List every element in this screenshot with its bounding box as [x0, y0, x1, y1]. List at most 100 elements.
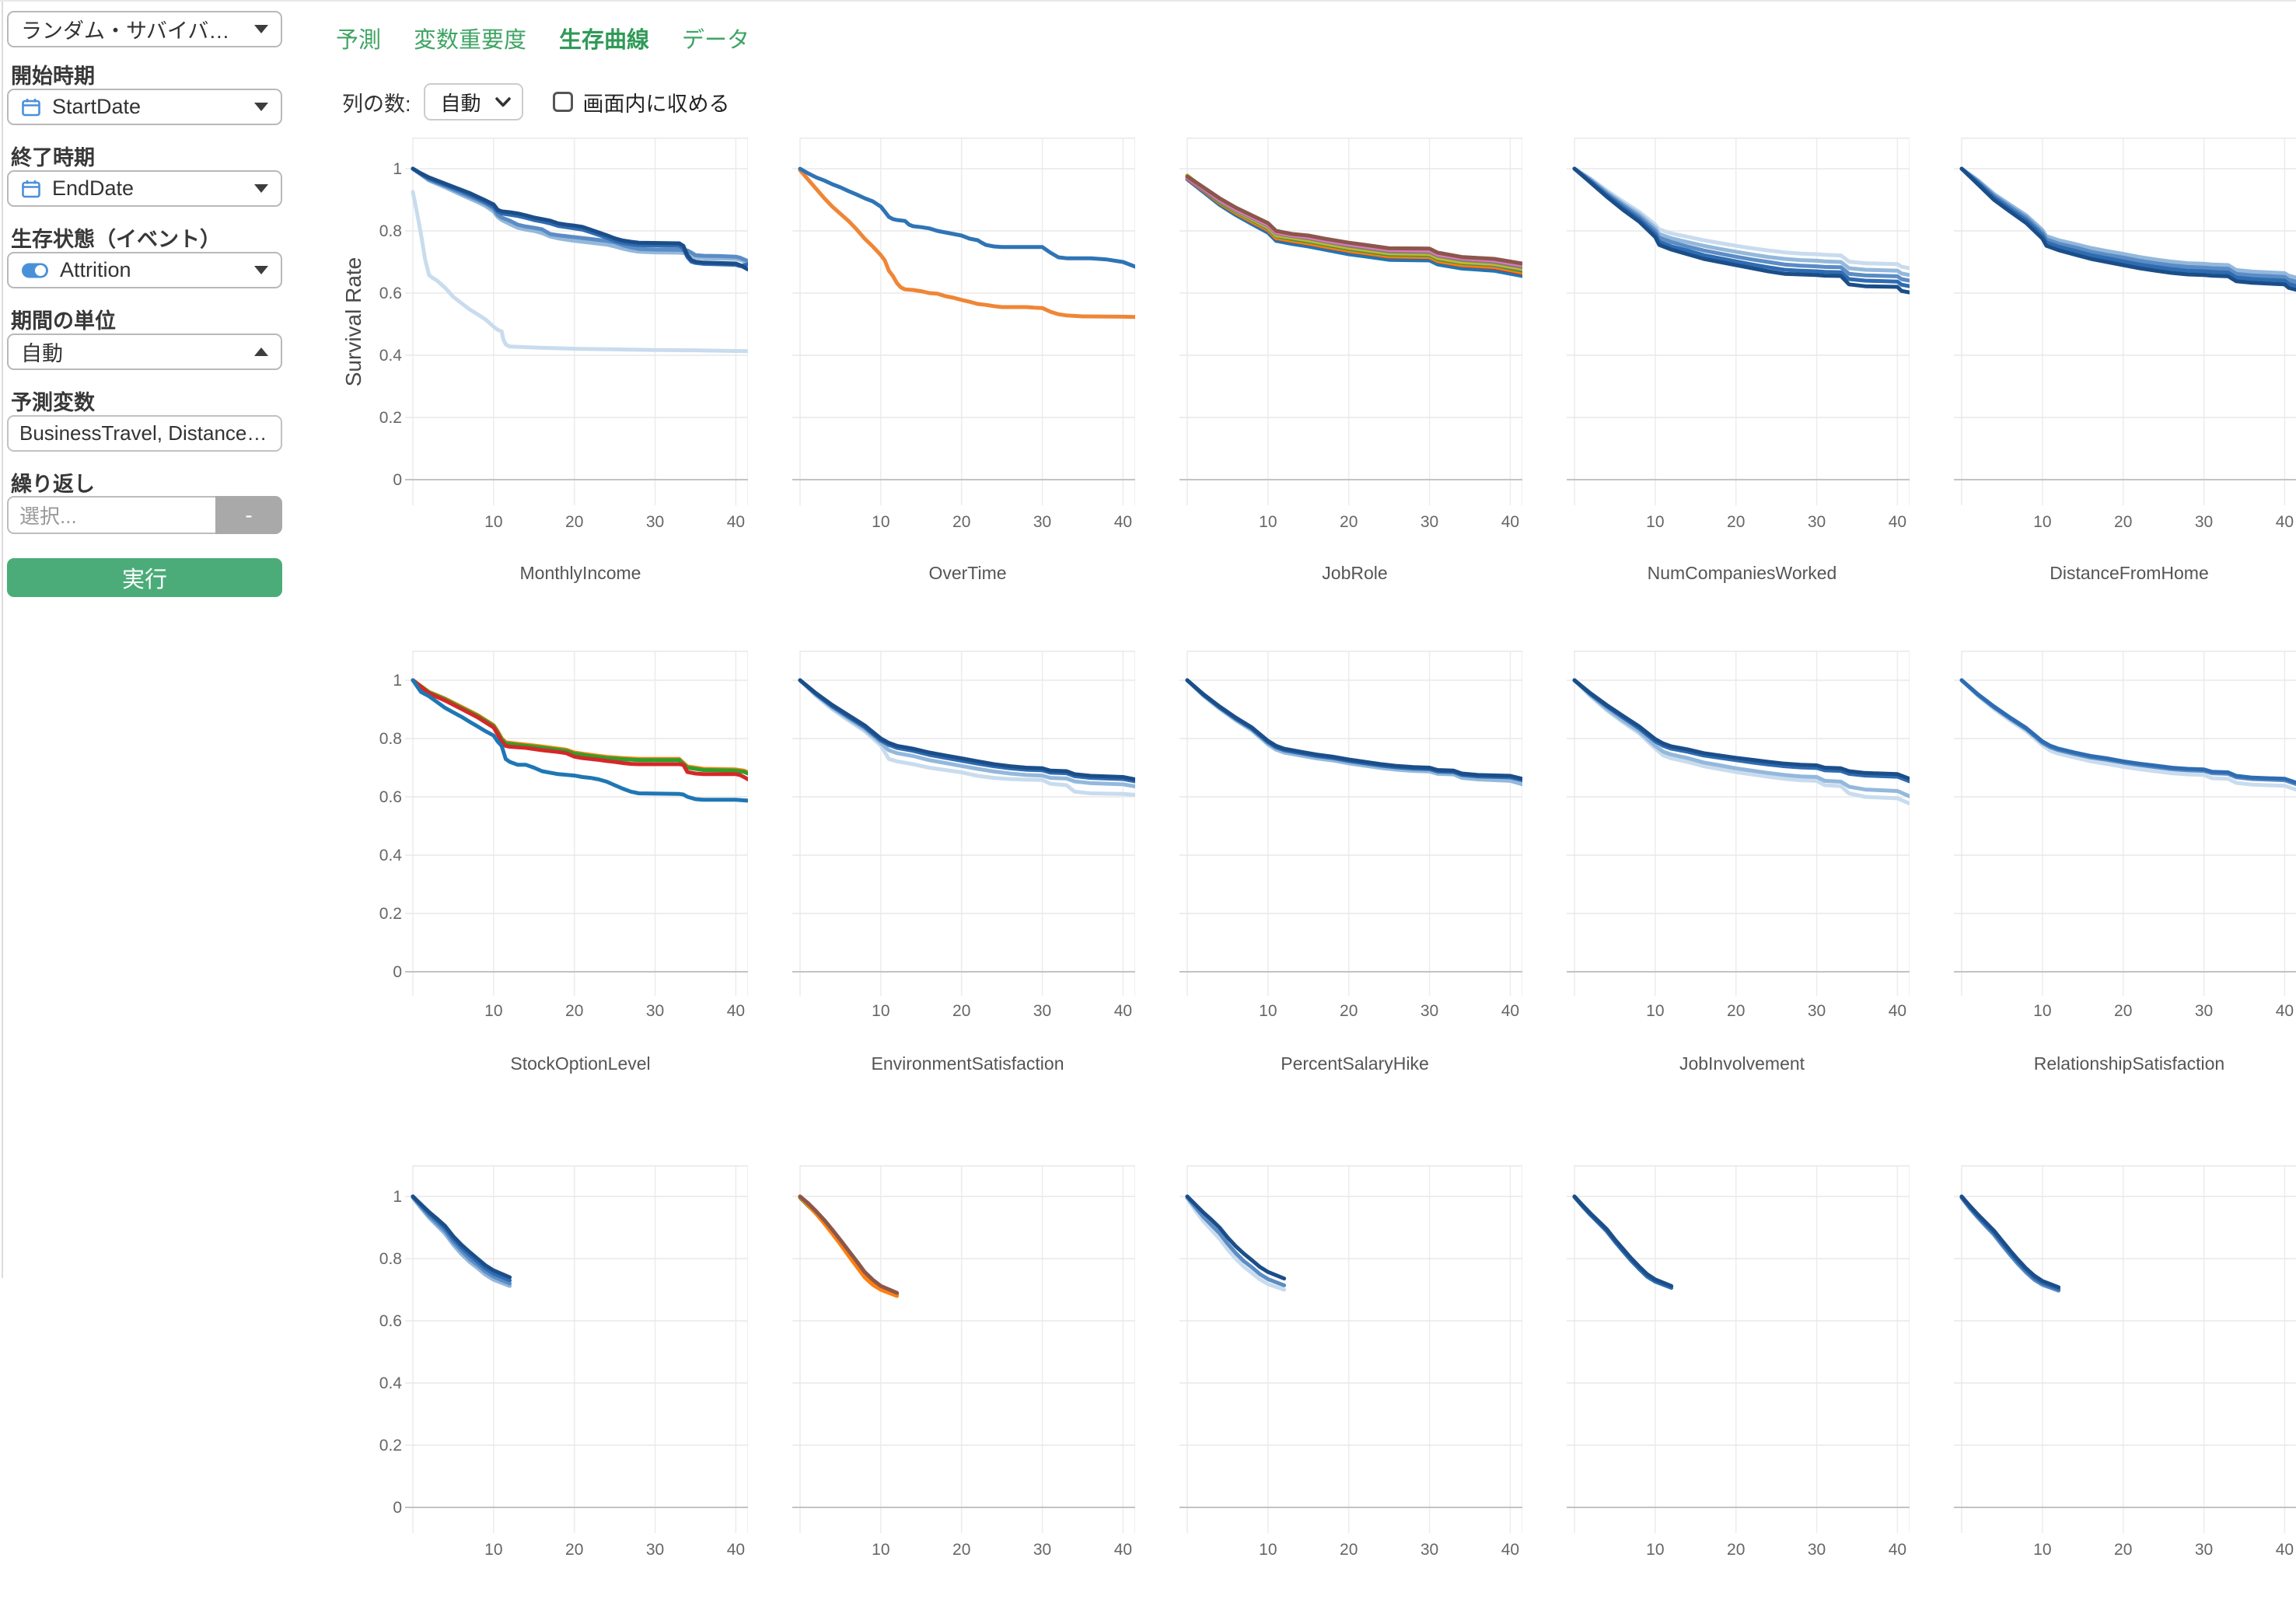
survival-curve	[1572, 166, 1912, 295]
survival-chart-NumCompaniesWorked: 10 20 30 40 NumCompaniesWorked	[1523, 138, 1912, 596]
x-tick-label: 20	[952, 1541, 970, 1559]
predictor-input[interactable]: BusinessTravel, DistanceFr...	[7, 415, 282, 452]
tab-data[interactable]: データ	[682, 28, 750, 53]
chart-canvas: 10 20 30 40 DistanceFromHome	[1954, 138, 2296, 583]
x-tick-label: 20	[1727, 1541, 1745, 1559]
y-tick-label: 0.8	[379, 222, 402, 240]
survival-curve	[1959, 166, 2296, 280]
x-tick-label: 20	[2114, 1541, 2132, 1559]
survival-curve	[798, 678, 1138, 781]
period-unit-select[interactable]: 自動	[7, 334, 282, 370]
survival-curve	[1572, 678, 1912, 784]
x-tick-label: 10	[1259, 513, 1277, 531]
x-tick-label: 40	[1889, 1541, 1906, 1559]
survival-chart-untitled-13: 10 20 30 40	[1136, 1165, 1523, 1624]
survival-curve	[1959, 1194, 2061, 1290]
model-select[interactable]: ランダム・サバイバル・フ...	[7, 11, 282, 47]
x-tick-label: 10	[1259, 1541, 1277, 1559]
x-tick-label: 10	[1646, 1541, 1664, 1559]
event-status-select[interactable]: Attrition	[7, 252, 282, 288]
event-status-value: Attrition	[60, 258, 131, 281]
x-tick-label: 40	[2276, 1002, 2294, 1020]
start-period-select[interactable]: StartDate	[7, 89, 282, 125]
survival-chart-JobInvolvement: 10 20 30 40 JobInvolvement	[1523, 651, 1912, 1090]
repeat-minus-button[interactable]: -	[215, 496, 282, 534]
tab-variable-importance[interactable]: 変数重要度	[414, 28, 527, 53]
chart-title: DistanceFromHome	[2050, 563, 2209, 583]
y-tick-label: 0	[393, 963, 402, 981]
tab-survival-curve[interactable]: 生存曲線	[559, 28, 650, 53]
survival-curve	[1959, 678, 2296, 792]
tab-bar: 予測 変数重要度 生存曲線 データ	[336, 22, 750, 54]
x-tick-label: 30	[1421, 1541, 1438, 1559]
fit-screen-label: 画面内に収める	[582, 92, 730, 116]
x-tick-label: 10	[2033, 1541, 2051, 1559]
survival-curve	[1959, 166, 2296, 288]
caret-down-icon	[254, 103, 268, 111]
repeat-label: 繰り返し	[11, 473, 95, 496]
x-tick-label: 40	[727, 1002, 745, 1020]
survival-chart-EnvironmentSatisfaction: 10 20 30 40 EnvironmentSatisfaction	[749, 651, 1138, 1090]
end-period-select[interactable]: EndDate	[7, 170, 282, 207]
x-tick-label: 10	[1646, 513, 1664, 531]
repeat-placeholder: 選択...	[19, 505, 77, 528]
survival-curve	[411, 678, 750, 803]
x-tick-label: 30	[2195, 513, 2213, 531]
x-tick-label: 40	[1889, 1002, 1906, 1020]
survival-curve	[1572, 678, 1912, 781]
x-tick-label: 10	[2033, 513, 2051, 531]
survival-chart-DistanceFromHome: 10 20 30 40 DistanceFromHome	[1910, 138, 2296, 596]
chart-canvas: 10 20 30 40 JobInvolvement	[1567, 651, 1912, 1074]
x-tick-label: 10	[2033, 1002, 2051, 1020]
predictor-label: 予測変数	[11, 391, 95, 414]
y-tick-label: 1	[393, 160, 402, 178]
x-tick-label: 20	[565, 513, 583, 531]
period-unit-label: 期間の単位	[11, 309, 116, 333]
caret-down-icon	[254, 25, 268, 33]
y-tick-label: 0.4	[379, 347, 403, 365]
survival-curve	[1572, 678, 1912, 806]
chart-title: EnvironmentSatisfaction	[871, 1053, 1064, 1074]
survival-curve	[1959, 678, 2296, 785]
survival-curve	[1572, 166, 1912, 271]
x-tick-label: 40	[1889, 513, 1906, 531]
x-tick-label: 20	[952, 1002, 970, 1020]
repeat-select-input[interactable]: 選択...	[7, 496, 215, 534]
x-tick-label: 30	[1421, 1002, 1438, 1020]
survival-curve	[798, 678, 1138, 788]
x-tick-label: 20	[2114, 513, 2132, 531]
x-tick-label: 10	[484, 1002, 502, 1020]
chart-toolbar: 列の数: 自動 画面内に収める	[342, 82, 730, 121]
toggle-icon	[22, 263, 48, 278]
survival-chart-untitled-15: 10 20 30 40	[1910, 1165, 2296, 1624]
survival-curve	[1572, 678, 1912, 798]
survival-chart-untitled-11: 10 20 30 40 0 0.2 0.4 0.6 0.8 1	[362, 1165, 749, 1624]
y-tick-label: 0	[393, 1499, 402, 1517]
x-tick-label: 40	[2276, 1541, 2294, 1559]
start-period-label: 開始時期	[11, 65, 95, 88]
survival-curve	[1185, 174, 1525, 266]
survival-curve	[1572, 166, 1912, 288]
survival-chart-untitled-14: 10 20 30 40	[1523, 1165, 1910, 1624]
y-tick-label: 1	[393, 672, 402, 690]
survival-curve	[1185, 1194, 1287, 1281]
calendar-icon	[22, 180, 40, 197]
caret-down-icon	[254, 184, 268, 193]
x-tick-label: 20	[1727, 1002, 1745, 1020]
chart-canvas: 10 20 30 40 JobRole	[1179, 138, 1525, 583]
fit-screen-checkbox[interactable]	[552, 92, 573, 112]
survival-curve	[798, 168, 1138, 320]
tab-prediction[interactable]: 予測	[336, 28, 382, 53]
end-period-label: 終了時期	[11, 146, 95, 169]
chart-canvas: 10 20 30 40	[1567, 1165, 1910, 1559]
chart-title: MonthlyIncome	[520, 563, 641, 583]
x-tick-label: 20	[1340, 1002, 1358, 1020]
x-tick-label: 40	[1501, 1002, 1519, 1020]
survival-curve	[411, 190, 750, 354]
y-tick-label: 0.6	[379, 1312, 402, 1330]
x-tick-label: 40	[1114, 513, 1132, 531]
run-button[interactable]: 実行	[7, 558, 282, 597]
columns-count-select[interactable]: 自動	[423, 83, 523, 120]
survival-curve	[1185, 678, 1525, 781]
survival-curve	[1959, 166, 2296, 284]
